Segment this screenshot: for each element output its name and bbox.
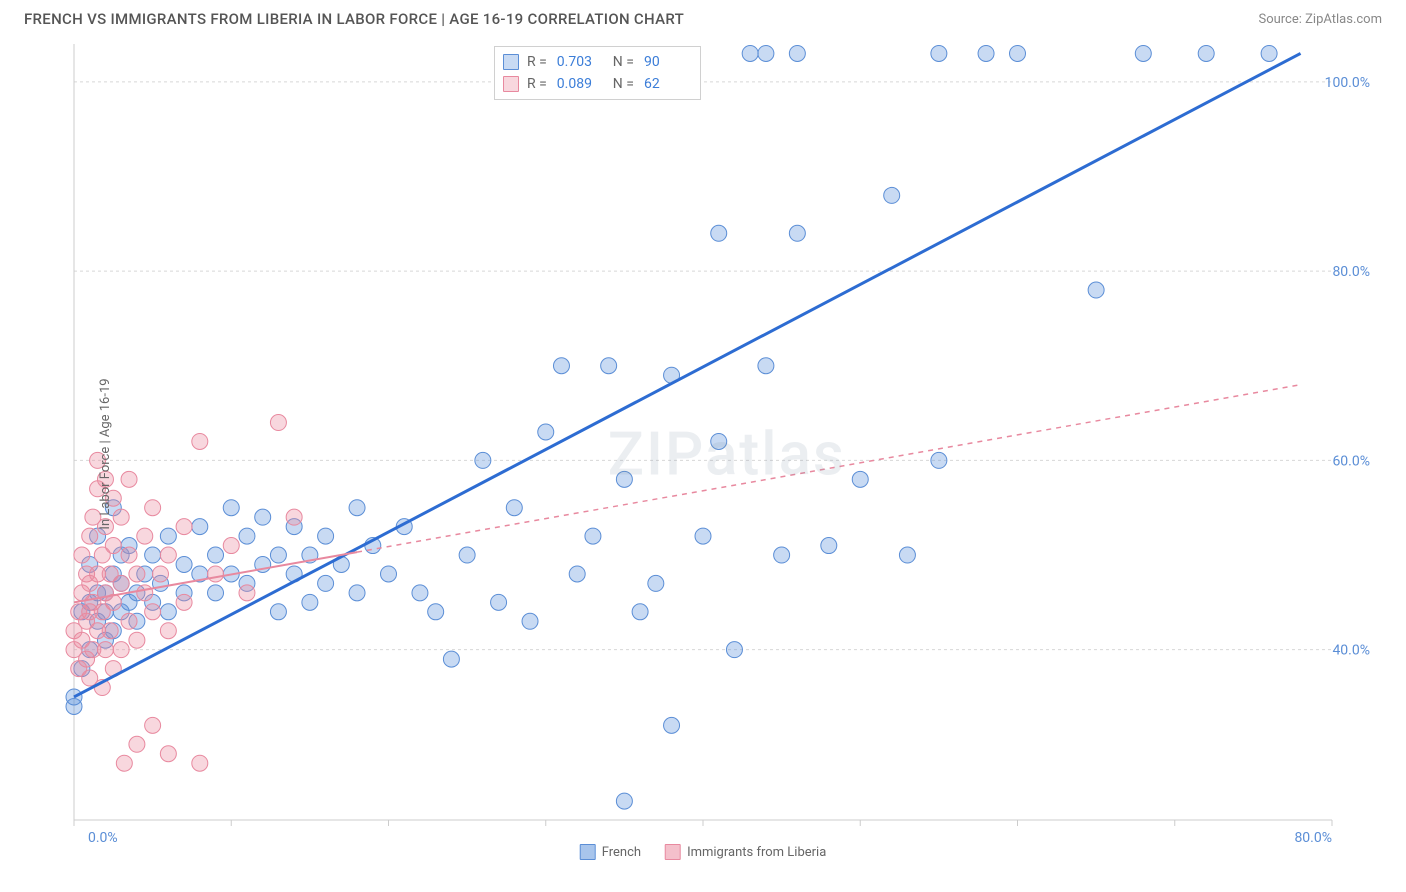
legend-label: Immigrants from Liberia [687,845,826,860]
swatch-icon [665,844,681,860]
series-legend: French Immigrants from Liberia [580,844,827,860]
legend-label: French [602,845,641,860]
chart-container: In Labor Force | Age 16-19 40.0% 60.0% 80.… [24,44,1382,864]
chart-source: Source: ZipAtlas.com [1258,12,1382,27]
scatter-chart: 40.0% 60.0% 80.0% 100.0% 0.0% 80.0% [24,44,1382,864]
svg-text:80.0%: 80.0% [1332,264,1370,280]
stat-row: R =0.089N =62 [503,73,692,95]
stat-legend: R =0.703N =90R =0.089N =62 [494,46,701,100]
swatch-icon [503,54,519,70]
stat-row: R =0.703N =90 [503,51,692,73]
swatch-icon [580,844,596,860]
svg-text:100.0%: 100.0% [1325,75,1370,91]
swatch-icon [503,76,519,92]
y-axis-label: In Labor Force | Age 16-19 [98,378,113,529]
legend-item: Immigrants from Liberia [665,844,826,860]
svg-text:80.0%: 80.0% [1294,830,1332,846]
chart-title: FRENCH VS IMMIGRANTS FROM LIBERIA IN LAB… [24,10,684,28]
svg-text:60.0%: 60.0% [1332,453,1370,469]
svg-text:0.0%: 0.0% [88,830,118,846]
legend-item: French [580,844,641,860]
svg-text:40.0%: 40.0% [1332,643,1370,659]
